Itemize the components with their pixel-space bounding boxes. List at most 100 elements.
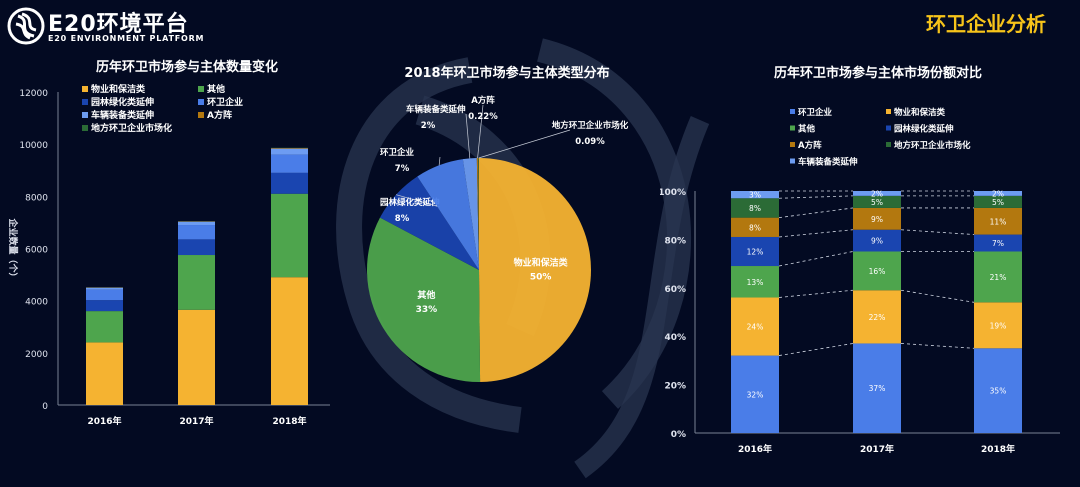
e20-logo-icon: [7, 7, 45, 45]
x-tick-label: 2017年: [179, 415, 213, 427]
segment-label: 9%: [871, 215, 883, 224]
page-title: 环卫企业分析: [926, 12, 1046, 36]
legend-label: 环卫企业: [207, 96, 243, 108]
bar-segment: [731, 297, 779, 356]
slice-value: 2%: [421, 121, 436, 131]
slice-value: 7%: [395, 164, 410, 174]
segment-label: 9%: [871, 237, 883, 246]
bar-segment: [271, 148, 308, 149]
bar-segment: [271, 148, 308, 155]
segment-label: 2%: [871, 189, 883, 198]
slice-value: 0.22%: [468, 112, 498, 122]
pie-slice: [462, 158, 479, 270]
segment-label: 8%: [749, 204, 761, 213]
bar-segment: [974, 348, 1022, 433]
legend-label: 物业和保洁类: [894, 107, 946, 118]
legend-swatch: [198, 99, 204, 105]
bar-segment: [86, 287, 123, 290]
legend-label: 车辆装备类延伸: [91, 109, 154, 121]
legend-swatch: [82, 99, 88, 105]
legend-swatch: [82, 86, 88, 92]
logo-subtitle: E20 ENVIRONMENT PLATFORM: [48, 34, 205, 43]
connector-line: [778, 207, 854, 219]
bar-segment: [731, 355, 779, 433]
bar-segment: [974, 207, 1022, 235]
bar-segment: [853, 207, 901, 230]
connector-line: [778, 289, 854, 298]
segment-label: 22%: [869, 313, 886, 322]
segment-label: 32%: [747, 390, 764, 399]
slice-label: 园林绿化类延伸: [380, 197, 440, 208]
slice-value: 33%: [416, 305, 438, 315]
legend-label: 园林绿化类延伸: [894, 124, 954, 135]
legend-swatch: [790, 109, 795, 114]
segment-label: 7%: [992, 239, 1004, 248]
slice-label: 其他: [417, 289, 435, 301]
share-stacked-percent-chart: 历年环卫市场参与主体市场份额对比 0% 20% 40% 60% 80% 100% 32% 24%…: [660, 65, 1060, 455]
bar-segment: [178, 221, 215, 226]
bar-segment: [86, 311, 123, 343]
connector-line: [778, 343, 854, 356]
bar-segment: [178, 239, 215, 256]
bar-segment: [853, 195, 901, 208]
legend-swatch: [886, 109, 891, 114]
y-axis-label: 企业数量（个）: [7, 217, 19, 281]
slice-value: 8%: [395, 214, 410, 224]
bar-segment: [974, 234, 1022, 252]
segment-label: 16%: [869, 267, 886, 276]
bar-segment: [271, 154, 308, 173]
slice-value: 0.09%: [575, 137, 605, 147]
legend-swatch: [82, 125, 88, 131]
bar-segment: [731, 266, 779, 298]
legend-label: 车辆装备类延伸: [798, 157, 858, 168]
segment-label: 5%: [992, 198, 1004, 207]
leader-line: [478, 129, 571, 159]
chart-title: 历年环卫市场参与主体数量变化: [96, 59, 278, 75]
y-tick-label: 2000: [25, 350, 48, 360]
connector-line: [900, 229, 975, 235]
bar-segment: [271, 193, 308, 278]
segment-label: 2%: [992, 189, 1004, 198]
segment-label: 12%: [747, 248, 764, 257]
count-stacked-bar-chart: 历年环卫市场参与主体数量变化 0 2000 4000 6000 8000 10000 1200…: [7, 59, 330, 427]
legend-label: 环卫企业: [798, 107, 833, 118]
legend-swatch: [82, 112, 88, 118]
chart-title: 历年环卫市场参与主体市场份额对比: [774, 65, 982, 81]
legend-label: 物业和保洁类: [91, 83, 146, 95]
legend-swatch: [886, 125, 891, 131]
y-tick-label: 0: [42, 402, 48, 412]
y-tick-label: 10000: [19, 141, 48, 151]
bar-segment: [853, 343, 901, 433]
slice-value: 50%: [530, 273, 552, 283]
legend-swatch: [198, 86, 204, 92]
segment-label: 11%: [990, 217, 1007, 226]
legend-swatch: [198, 112, 204, 118]
legend-swatch: [790, 125, 795, 131]
pie-slice: [478, 158, 479, 270]
x-tick-label: 2018年: [981, 443, 1015, 455]
y-tick-label: 100%: [660, 188, 686, 198]
bar-segment: [853, 290, 901, 344]
y-tick-label: 0%: [671, 430, 686, 440]
bar-segment: [974, 302, 1022, 349]
bar-segment: [178, 309, 215, 405]
segment-label: 35%: [990, 387, 1007, 396]
y-tick-label: 60%: [664, 285, 686, 295]
bar-segment: [731, 191, 779, 199]
slice-label: 地方环卫企业市场化: [552, 120, 629, 131]
bar-segment: [731, 236, 779, 267]
segment-label: 8%: [749, 223, 761, 232]
bar-segment: [853, 251, 901, 291]
bar-segment: [271, 277, 308, 405]
segment-label: 13%: [747, 278, 764, 287]
x-tick-label: 2016年: [738, 443, 772, 455]
pie-slice: [417, 159, 479, 270]
bar-segment: [731, 198, 779, 218]
slice-label: 环卫企业: [380, 147, 415, 158]
y-tick-label: 20%: [664, 382, 686, 392]
pie-slice: [476, 158, 479, 270]
x-tick-label: 2017年: [860, 443, 894, 455]
legend-label: A方阵: [798, 140, 822, 151]
y-tick-label: 12000: [19, 89, 48, 99]
